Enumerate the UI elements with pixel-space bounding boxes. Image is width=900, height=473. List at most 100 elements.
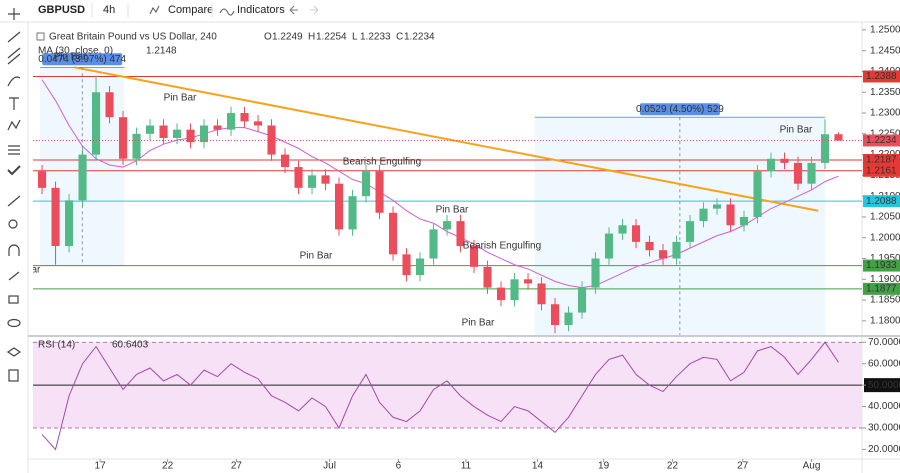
annotation: Pin Bar (164, 93, 197, 104)
fib-tool[interactable] (8, 145, 20, 155)
lock-tool[interactable] (8, 295, 19, 304)
candle-body (375, 171, 384, 213)
y-tick-label: 1.2350 (870, 87, 900, 98)
candle-body (712, 204, 722, 209)
x-tick-label: 27 (737, 461, 749, 472)
compare[interactable]: Compare (168, 4, 213, 16)
candle-body (456, 221, 465, 247)
ohlc-value: 1.2233 (360, 32, 391, 43)
check-tool[interactable] (7, 165, 21, 176)
y-tick-label: 1.1850 (870, 295, 900, 306)
rsi-y-tick-label: 70.0000 (868, 337, 900, 348)
candle-body (415, 258, 425, 276)
annotation: Bearish Engulfing (343, 157, 421, 168)
level-label: 1.1877 (866, 284, 897, 295)
measure-label-bg (42, 53, 123, 66)
current-price-label: 1.2234 (866, 135, 897, 146)
annotation: Pin Bar (8, 265, 41, 276)
candle-body (699, 208, 708, 222)
candle-body (105, 92, 114, 118)
price-pane: 0.0474 (3.97%) 474 0.0529 (4.50%) 529 Pin … (8, 52, 862, 335)
level-label: 1.2088 (866, 196, 897, 207)
lock-drawing[interactable] (8, 271, 20, 281)
candle-body (807, 162, 816, 184)
candle-body (429, 229, 438, 259)
candle-body (510, 279, 519, 301)
candle-body (199, 125, 209, 143)
candle-body (537, 283, 546, 305)
measure-label: 0.0529 (4.50%) 529 (636, 104, 724, 115)
interval[interactable]: 4h (103, 4, 115, 16)
eye-tool[interactable] (7, 318, 21, 328)
candle-body (240, 113, 249, 122)
measure-tool[interactable] (7, 195, 21, 207)
ohlc-letter: O (264, 32, 272, 43)
candle-body (280, 154, 290, 168)
candle-body (820, 134, 830, 163)
trash-tool[interactable] (8, 369, 19, 382)
ohlc-letter: C (396, 32, 403, 43)
candle-body (334, 183, 344, 230)
annotation: Pin Bar (54, 52, 87, 63)
magnet-tool[interactable] (8, 244, 20, 256)
annotation: Pin Bar (780, 125, 813, 136)
candle-body (307, 175, 317, 188)
ohlc-value: 1.2234 (404, 32, 435, 43)
level-label-bg (863, 154, 900, 167)
candle-body (132, 133, 141, 159)
zoom-tool[interactable] (8, 219, 18, 229)
ohlc-value: 1.2249 (272, 32, 303, 43)
candle-body (91, 92, 101, 155)
annotation: Pin Bar (300, 251, 333, 262)
candle-body (145, 125, 155, 134)
candle-body (780, 158, 789, 163)
y-tick-label: 1.2250 (870, 128, 900, 139)
candle-body (739, 216, 749, 226)
candle-body (348, 196, 357, 230)
layers-tool[interactable] (6, 347, 22, 357)
y-tick-label: 1.2300 (870, 108, 900, 119)
y-tick-label: 1.1950 (870, 253, 900, 264)
candle-body (253, 121, 263, 126)
brush-tool[interactable] (7, 76, 21, 87)
candle-body (496, 287, 506, 301)
candle-body (523, 279, 533, 284)
candle-body (118, 117, 128, 159)
candle-body (64, 200, 74, 247)
undo[interactable] (289, 5, 298, 15)
text-tool[interactable] (9, 97, 19, 110)
candle-body (213, 125, 222, 130)
candle-body (78, 154, 87, 201)
rsi-pane (33, 341, 862, 451)
y-tick-label: 1.2050 (870, 212, 900, 223)
candle-body (618, 225, 627, 234)
x-tick-label: 14 (532, 461, 544, 472)
annotation: Pin Bar (462, 318, 495, 329)
compare-icon[interactable] (149, 5, 160, 15)
level-label: 1.1933 (866, 260, 897, 271)
redo[interactable] (310, 5, 319, 15)
crosshair-tool[interactable] (8, 8, 20, 20)
indicators-icon[interactable] (219, 8, 235, 16)
channel-tool[interactable] (7, 47, 21, 65)
side-tools (6, 8, 22, 382)
x-tick-label: 19 (598, 461, 610, 472)
candle-body (321, 175, 330, 184)
candle-body (469, 246, 479, 267)
candle-body (766, 158, 776, 172)
y-tick-label: 1.2500 (870, 25, 900, 36)
y-tick-label: 1.1800 (870, 316, 900, 327)
indicators[interactable]: Indicators (237, 4, 285, 16)
rsi-legend: RSI (14) (38, 340, 75, 351)
candle-body (226, 113, 236, 130)
y-tick-label: 1.1900 (870, 274, 900, 285)
symbol[interactable]: GBPUSD (38, 4, 85, 16)
candle-body (51, 187, 60, 247)
x-tick-label: 22 (162, 461, 174, 472)
candle-body (159, 125, 168, 138)
pattern-tool[interactable] (7, 119, 21, 131)
x-tick-label: 17 (95, 461, 107, 472)
candle-body (631, 225, 641, 242)
line-tool[interactable] (7, 31, 21, 43)
